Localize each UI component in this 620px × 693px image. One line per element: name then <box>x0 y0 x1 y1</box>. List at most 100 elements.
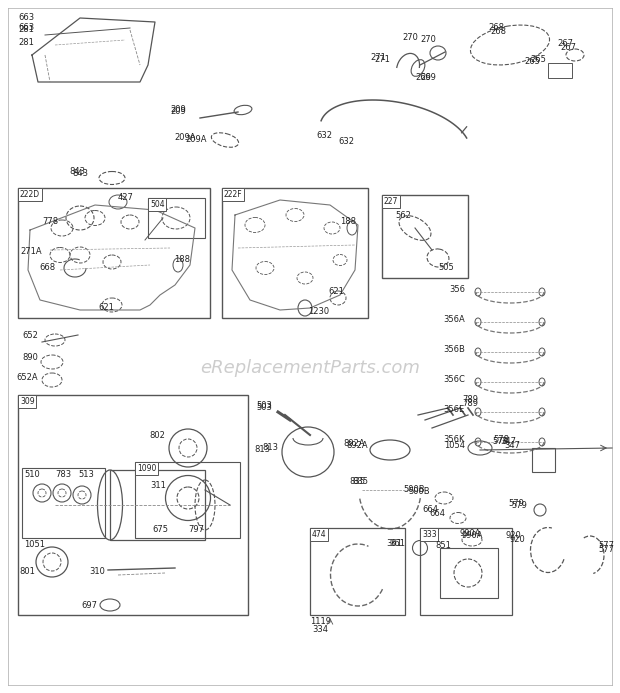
Text: 890: 890 <box>22 353 38 362</box>
Text: 668: 668 <box>39 263 55 272</box>
Text: 783: 783 <box>55 470 71 479</box>
Text: 664: 664 <box>422 505 438 514</box>
Text: 500B: 500B <box>404 486 425 495</box>
Text: 802: 802 <box>149 430 165 439</box>
Text: 851: 851 <box>435 541 451 550</box>
Text: 778: 778 <box>42 218 58 227</box>
Text: 356A: 356A <box>443 315 465 324</box>
Bar <box>420 528 512 615</box>
Text: 652: 652 <box>22 331 38 340</box>
Text: 347: 347 <box>504 441 520 450</box>
Text: 577: 577 <box>598 541 614 550</box>
Text: 270: 270 <box>402 33 418 42</box>
Text: 892A: 892A <box>343 439 365 448</box>
Text: 271: 271 <box>374 55 390 64</box>
Bar <box>382 195 468 278</box>
Text: 579: 579 <box>511 500 527 509</box>
Text: 361: 361 <box>386 538 402 547</box>
Text: 427: 427 <box>118 193 134 202</box>
Text: 813: 813 <box>262 444 278 453</box>
Text: 621: 621 <box>328 288 344 297</box>
Text: 356E: 356E <box>444 405 465 414</box>
Text: 500B: 500B <box>409 487 430 496</box>
Text: 281: 281 <box>18 38 34 47</box>
Text: 632: 632 <box>338 137 354 146</box>
Text: 664: 664 <box>429 509 445 518</box>
Text: 843: 843 <box>72 168 88 177</box>
Bar <box>148 198 205 238</box>
Text: 209A: 209A <box>174 134 196 143</box>
Text: 209: 209 <box>170 105 186 114</box>
Text: 920: 920 <box>505 531 521 539</box>
Text: 356C: 356C <box>443 376 465 385</box>
Text: 310: 310 <box>89 568 105 577</box>
Bar <box>18 395 248 615</box>
Text: 270: 270 <box>420 35 436 44</box>
Text: 504: 504 <box>150 200 165 209</box>
Text: 222F: 222F <box>224 190 242 199</box>
Text: 356: 356 <box>449 286 465 295</box>
Text: 265: 265 <box>530 55 546 64</box>
Text: 311: 311 <box>150 480 166 489</box>
Text: eReplacementParts.com: eReplacementParts.com <box>200 359 420 377</box>
Text: 1119: 1119 <box>310 617 331 626</box>
Text: 510: 510 <box>24 470 40 479</box>
Text: 267: 267 <box>557 40 573 49</box>
Text: 361: 361 <box>389 538 405 547</box>
Text: 663: 663 <box>18 23 34 32</box>
Text: 222D: 222D <box>20 190 40 199</box>
Text: 801: 801 <box>19 568 35 577</box>
Text: 990A: 990A <box>460 529 482 538</box>
Text: 578: 578 <box>492 437 508 446</box>
Text: 621: 621 <box>98 303 114 311</box>
Text: 1090: 1090 <box>137 464 156 473</box>
Text: 503: 503 <box>256 401 272 410</box>
Text: 281: 281 <box>18 26 34 35</box>
Text: 209A: 209A <box>185 136 207 145</box>
Text: 188: 188 <box>340 218 356 227</box>
Text: 652A: 652A <box>16 374 38 383</box>
Bar <box>222 188 368 318</box>
Text: 813: 813 <box>254 446 270 455</box>
Text: 843: 843 <box>69 168 85 177</box>
Text: 835: 835 <box>349 477 365 486</box>
Text: 632: 632 <box>316 130 332 139</box>
Text: 663: 663 <box>18 13 34 22</box>
Text: 789: 789 <box>462 396 478 405</box>
Bar <box>110 470 205 540</box>
Text: 268: 268 <box>490 28 506 37</box>
Bar <box>18 188 210 318</box>
Text: 188: 188 <box>174 256 190 265</box>
Text: 577: 577 <box>598 545 614 554</box>
Bar <box>22 468 105 538</box>
Text: 474: 474 <box>312 530 327 539</box>
Text: 513: 513 <box>78 470 94 479</box>
Text: 267: 267 <box>560 42 576 51</box>
Text: 347: 347 <box>500 437 516 446</box>
Bar <box>440 548 498 598</box>
Text: 209: 209 <box>170 107 186 116</box>
Text: 1230: 1230 <box>308 308 329 317</box>
Text: 579: 579 <box>508 498 524 507</box>
Text: 562: 562 <box>395 211 411 220</box>
Text: 990A: 990A <box>462 531 484 539</box>
Text: 697: 697 <box>81 601 97 610</box>
Text: 892A: 892A <box>347 441 368 450</box>
Text: 269: 269 <box>415 73 431 82</box>
Text: 265: 265 <box>524 58 540 67</box>
Text: 789: 789 <box>462 398 478 407</box>
Text: 1051: 1051 <box>24 540 45 549</box>
Text: 578: 578 <box>493 435 509 444</box>
Text: 271A: 271A <box>20 247 42 256</box>
Text: 271: 271 <box>370 53 386 62</box>
Bar <box>532 448 555 472</box>
Text: 269: 269 <box>420 73 436 82</box>
Text: 333: 333 <box>422 530 436 539</box>
Text: 1054: 1054 <box>444 441 465 450</box>
Text: 835: 835 <box>352 477 368 486</box>
Text: 675: 675 <box>152 525 168 534</box>
Text: 268: 268 <box>488 24 504 33</box>
Text: 920: 920 <box>509 536 525 545</box>
Text: 797: 797 <box>188 525 204 534</box>
Bar <box>548 63 572 78</box>
